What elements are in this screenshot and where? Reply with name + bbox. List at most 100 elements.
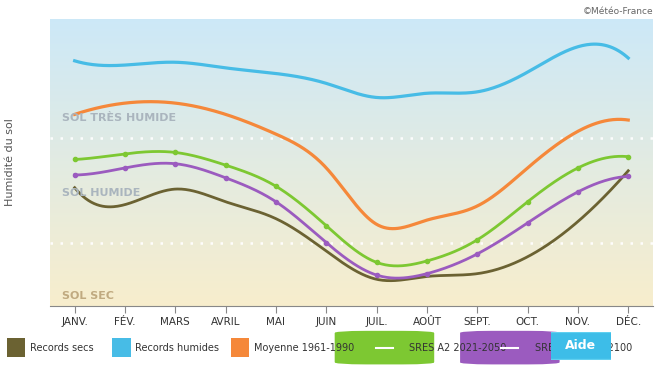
Bar [50, 301, 653, 302]
Bar [50, 282, 653, 283]
Bar [50, 166, 653, 167]
Bar [50, 201, 653, 203]
Bar [50, 255, 653, 256]
Bar [50, 213, 653, 214]
Bar [50, 167, 653, 168]
Bar [50, 176, 653, 177]
Bar [50, 51, 653, 52]
Bar [50, 268, 653, 269]
Bar [50, 154, 653, 155]
Bar [50, 28, 653, 29]
Bar [50, 153, 653, 154]
Bar [50, 302, 653, 303]
Bar [50, 99, 653, 100]
Bar [50, 52, 653, 53]
Bar [50, 229, 653, 230]
Bar [50, 127, 653, 128]
Bar [50, 103, 653, 104]
Bar [50, 119, 653, 120]
Bar [50, 275, 653, 276]
Bar [50, 95, 653, 96]
Bar [50, 22, 653, 23]
Bar [50, 91, 653, 92]
Bar [50, 250, 653, 252]
Bar [50, 56, 653, 57]
Bar [50, 70, 653, 71]
Bar [50, 191, 653, 192]
Bar [50, 120, 653, 121]
Bar [50, 29, 653, 30]
Bar [50, 263, 653, 264]
Bar [50, 126, 653, 127]
Bar [50, 210, 653, 211]
Bar [50, 77, 653, 78]
Bar [50, 283, 653, 284]
Bar [50, 280, 653, 281]
Bar [50, 204, 653, 206]
Bar [50, 244, 653, 245]
Bar [50, 158, 653, 160]
Bar [50, 290, 653, 291]
Bar [50, 30, 653, 31]
Bar [50, 27, 653, 28]
Bar [50, 139, 653, 140]
Bar [50, 145, 653, 146]
Bar [50, 190, 653, 191]
Bar [50, 132, 653, 134]
Bar [50, 180, 653, 181]
Bar [50, 82, 653, 83]
FancyBboxPatch shape [112, 338, 131, 357]
Bar [50, 256, 653, 257]
Bar [50, 148, 653, 149]
Text: SRES A2 2071-2100: SRES A2 2071-2100 [535, 343, 632, 352]
Bar [50, 304, 653, 305]
Bar [50, 295, 653, 296]
Bar [50, 114, 653, 115]
Bar [50, 164, 653, 165]
Bar [50, 108, 653, 109]
Text: Moyenne 1961-1990: Moyenne 1961-1990 [254, 343, 354, 352]
Bar [50, 109, 653, 111]
Bar [50, 242, 653, 243]
Bar [50, 298, 653, 299]
Bar [50, 249, 653, 250]
Bar [50, 220, 653, 221]
Text: Aide: Aide [565, 339, 597, 352]
Bar [50, 68, 653, 69]
Text: SRES A2 2021-2050: SRES A2 2021-2050 [409, 343, 507, 352]
Bar [50, 130, 653, 131]
Bar [50, 69, 653, 70]
Bar [50, 247, 653, 249]
Bar [50, 94, 653, 95]
Bar [50, 75, 653, 76]
Bar [50, 118, 653, 119]
Bar [50, 174, 653, 175]
Bar [50, 96, 653, 97]
Bar [50, 240, 653, 241]
Bar [50, 278, 653, 279]
Bar [50, 257, 653, 258]
Bar [50, 181, 653, 183]
Bar [50, 54, 653, 55]
Bar [50, 84, 653, 85]
Bar [50, 123, 653, 124]
Bar [50, 155, 653, 157]
Bar [50, 129, 653, 130]
Bar [50, 61, 653, 62]
Bar [50, 115, 653, 116]
Bar [50, 252, 653, 253]
Bar [50, 207, 653, 208]
Bar [50, 232, 653, 233]
Bar [50, 284, 653, 285]
Bar [50, 276, 653, 277]
Bar [50, 107, 653, 108]
Bar [50, 175, 653, 176]
Bar [50, 140, 653, 141]
Bar [50, 37, 653, 38]
Bar [50, 203, 653, 204]
Bar [50, 35, 653, 36]
Bar [50, 79, 653, 80]
Bar [50, 259, 653, 260]
Bar [50, 55, 653, 56]
Bar [50, 188, 653, 189]
